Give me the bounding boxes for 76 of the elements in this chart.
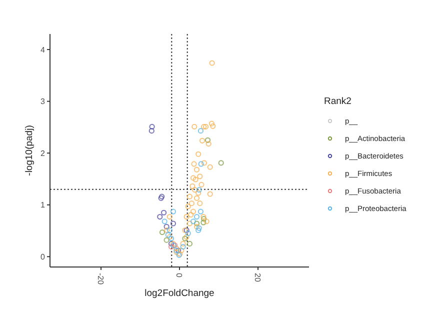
point xyxy=(190,175,196,181)
point xyxy=(196,227,202,234)
point xyxy=(201,216,207,222)
point xyxy=(194,224,200,230)
point xyxy=(192,187,198,193)
point xyxy=(207,164,213,170)
point xyxy=(180,244,186,250)
point xyxy=(198,161,204,167)
point xyxy=(157,214,163,220)
point xyxy=(170,220,176,226)
point xyxy=(190,183,196,190)
point xyxy=(184,214,190,220)
point xyxy=(202,124,209,130)
x-tick-label: -20 xyxy=(96,273,106,286)
point xyxy=(204,218,210,224)
point xyxy=(162,218,168,224)
point xyxy=(166,214,172,220)
legend-title: Rank2 xyxy=(324,96,352,107)
point xyxy=(194,195,200,201)
point xyxy=(164,224,170,230)
point xyxy=(199,138,206,144)
point xyxy=(194,220,200,226)
point xyxy=(198,182,204,188)
point xyxy=(196,190,202,196)
point xyxy=(185,204,191,210)
x-tick-label: 0 xyxy=(174,273,184,278)
point xyxy=(166,227,172,234)
point xyxy=(196,151,202,157)
point xyxy=(198,208,204,214)
point xyxy=(194,166,200,172)
point xyxy=(185,230,191,236)
point xyxy=(208,120,214,126)
point xyxy=(190,208,196,214)
point xyxy=(200,214,206,220)
point xyxy=(196,187,202,193)
point xyxy=(186,240,193,246)
point xyxy=(168,244,174,250)
y-tick-label: 0 xyxy=(40,252,46,262)
point xyxy=(188,212,194,218)
point xyxy=(190,218,196,224)
point xyxy=(200,220,206,226)
point xyxy=(207,191,213,197)
point xyxy=(170,208,176,214)
point xyxy=(191,161,197,167)
point xyxy=(192,176,198,182)
point xyxy=(196,225,202,231)
point xyxy=(198,128,204,134)
point xyxy=(186,220,193,226)
point xyxy=(197,174,203,180)
y-tick-label: 1 xyxy=(40,200,46,210)
x-tick-label: 20 xyxy=(253,273,262,282)
point xyxy=(192,124,198,130)
y-tick-label: 4 xyxy=(40,45,46,54)
point xyxy=(206,140,212,147)
x-axis-title: log2FoldChange xyxy=(144,288,214,299)
y-axis-title: -log10(padj) xyxy=(24,125,35,176)
point xyxy=(188,200,194,206)
point xyxy=(204,137,211,143)
point xyxy=(194,214,200,220)
point xyxy=(201,160,208,166)
point xyxy=(164,237,170,243)
point xyxy=(210,123,216,129)
point xyxy=(164,227,170,234)
point xyxy=(149,124,155,130)
point xyxy=(159,230,166,236)
point xyxy=(178,248,184,254)
point xyxy=(209,60,215,66)
point xyxy=(148,128,154,134)
point xyxy=(218,160,224,166)
point xyxy=(161,210,167,216)
point xyxy=(180,240,186,246)
point xyxy=(197,200,203,206)
y-tick-label: 2 xyxy=(40,148,46,158)
y-tick-label: 3 xyxy=(40,97,46,106)
point xyxy=(186,194,193,200)
point xyxy=(201,124,207,130)
